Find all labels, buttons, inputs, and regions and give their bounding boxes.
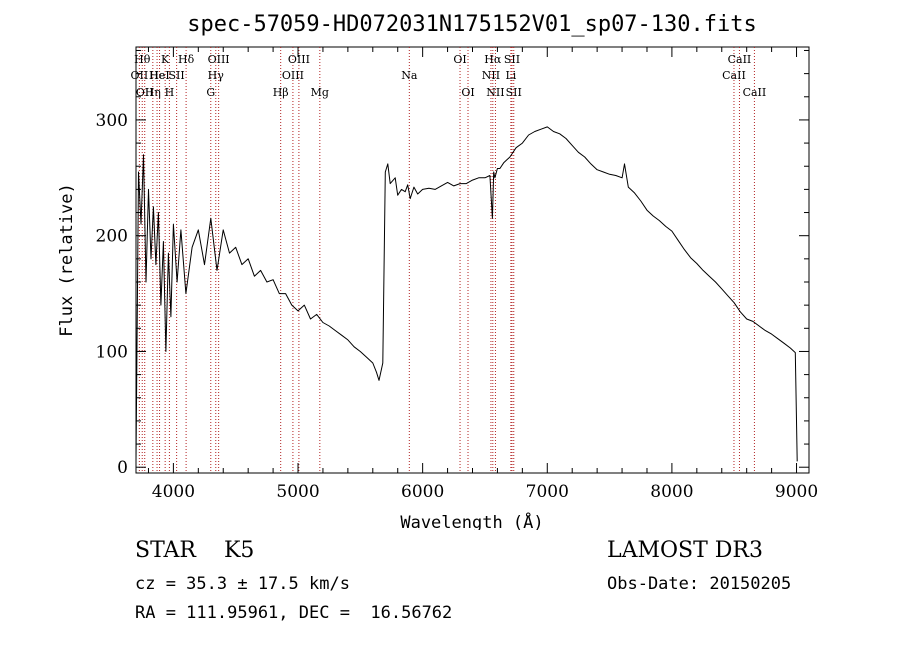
y-tick-label: 300 [96, 111, 128, 131]
line-marker-label: SII [506, 86, 522, 99]
line-marker-label: K [161, 53, 170, 66]
x-axis-label: Wavelength (Å) [400, 511, 543, 530]
line-marker-label: OIII [208, 53, 230, 66]
line-marker-label: Li [505, 69, 516, 82]
line-marker-label: SII [169, 69, 185, 82]
line-marker-label: OIII [282, 69, 304, 82]
line-marker-label: OII [131, 69, 149, 82]
chart-title: spec-57059-HD072031N175152V01_sp07-130.f… [187, 12, 757, 37]
line-marker-label: Hη [145, 86, 161, 99]
coordinates-text: RA = 111.95961, DEC = 16.56762 [135, 603, 453, 623]
spectrum-line [135, 126, 798, 462]
line-marker-label: CaII [722, 69, 746, 82]
x-tick-label: 4000 [152, 482, 195, 502]
line-markers [138, 47, 755, 473]
line-marker-label: Hγ [208, 69, 225, 82]
x-tick-label: 8000 [650, 482, 693, 502]
line-marker-label: OIII [288, 53, 310, 66]
line-marker-label: Hβ [273, 86, 289, 99]
observation-date-text: Obs-Date: 20150205 [607, 574, 792, 594]
line-marker-label: NII [486, 86, 504, 99]
x-tick-label: 6000 [401, 482, 444, 502]
line-marker-label: OI [453, 53, 466, 66]
survey-name-text: LAMOST DR3 [607, 538, 763, 563]
object-class-text: STAR K5 [135, 538, 255, 563]
line-marker-label: CaII [728, 53, 752, 66]
plot-frame [135, 46, 810, 474]
line-marker-label: OII [136, 86, 154, 99]
line-marker-label: CaII [743, 86, 767, 99]
y-axis-label: Flux (relative) [57, 183, 77, 337]
line-marker-label: NII [482, 69, 500, 82]
y-tick-label: 0 [117, 458, 128, 478]
x-tick-label: 7000 [526, 482, 569, 502]
line-marker-label: He [149, 69, 165, 82]
x-tick-label: 9000 [775, 482, 818, 502]
line-marker-label: G [206, 86, 215, 99]
line-marker-label: H [165, 86, 175, 99]
line-marker-label: Na [401, 69, 418, 82]
line-marker-labels: OIIHθOIIHηHeHeIKHSIIHδGHγOIIIHβOIIIOIIIM… [131, 53, 767, 99]
redshift-text: cz = 35.3 ± 17.5 km/s [135, 574, 350, 594]
line-marker-label: OI [461, 86, 474, 99]
line-marker-label: Hδ [178, 53, 195, 66]
x-tick-label: 5000 [276, 482, 319, 502]
y-tick-label: 200 [96, 227, 128, 247]
axis-ticks: 4000 5000 6000 7000 8000 9000 0 100 200 300 [96, 47, 818, 502]
line-marker-label: SII [504, 53, 520, 66]
y-tick-label: 100 [96, 342, 128, 362]
spectrum-chart: spec-57059-HD072031N175152V01_sp07-130.f… [57, 12, 818, 530]
line-marker-label: Hθ [134, 53, 151, 66]
line-marker-label: Hα [484, 53, 502, 66]
line-marker-label: Mg [311, 86, 329, 99]
line-marker-label: HeI [149, 69, 169, 82]
